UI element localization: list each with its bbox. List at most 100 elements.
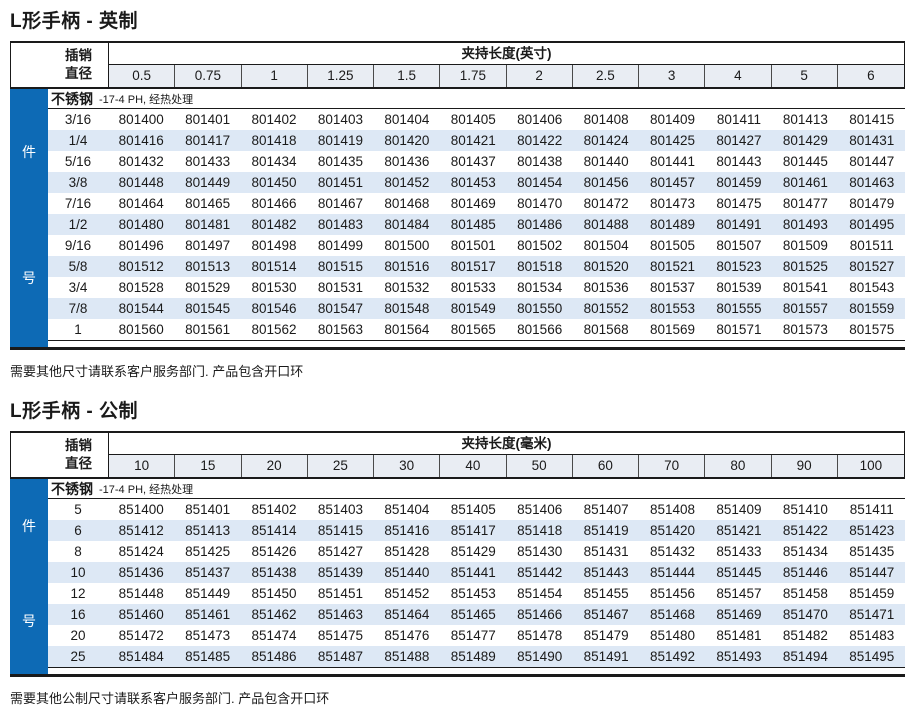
part-number-cell: 851443: [583, 565, 629, 580]
part-number-cell: 851475: [317, 628, 363, 643]
pin-size-label: 6: [74, 523, 82, 538]
page-title-imperial: L形手柄 - 英制: [10, 11, 138, 32]
part-number-cell: 801440: [583, 154, 629, 169]
part-number-cell: 801405: [450, 112, 496, 127]
part-number-cell: 801514: [251, 259, 297, 274]
part-number-cell: 801481: [185, 217, 231, 232]
pin-size-label: 20: [70, 628, 86, 643]
part-number-cell: 801450: [251, 175, 297, 190]
part-number-cell: 801434: [251, 154, 297, 169]
pin-size-label: 1/4: [68, 133, 88, 148]
part-number-cell: 851472: [118, 628, 164, 643]
part-number-cell: 801509: [782, 238, 828, 253]
part-number-cell: 801495: [849, 217, 895, 232]
pin-header-line2: 直径: [65, 456, 92, 471]
part-number-cell: 801415: [849, 112, 895, 127]
part-number-cell: 851409: [716, 502, 762, 517]
part-number-cell: 851455: [583, 586, 629, 601]
part-number-cell: 801404: [384, 112, 430, 127]
pin-size-label: 7/16: [64, 196, 92, 211]
part-number-cell: 851462: [251, 607, 297, 622]
column-header: 0.75: [175, 65, 242, 87]
material-name: 不锈钢: [51, 90, 93, 107]
part-number-cell: 801520: [583, 259, 629, 274]
part-number-cell: 851467: [583, 607, 629, 622]
side-label-bottom: 号: [22, 612, 36, 629]
part-number-cell: 801452: [384, 175, 430, 190]
part-number-cell: 851457: [716, 586, 762, 601]
table-bottom-strip: [10, 668, 905, 677]
part-number-cell: 801489: [650, 217, 696, 232]
table-row: 5/8 801512 801513 801514 801515 801516 801517 8…: [48, 256, 905, 277]
part-number-cell: 801420: [384, 133, 430, 148]
pin-size-label: 3/16: [64, 112, 92, 127]
part-number-cell: 851423: [849, 523, 895, 538]
part-number-cell: 851424: [118, 544, 164, 559]
clamp-length-header: 夹持长度(英寸): [109, 43, 904, 65]
part-number-cell: 851421: [716, 523, 762, 538]
side-bar-end: [10, 341, 48, 347]
part-number-cell: 801575: [849, 322, 895, 337]
table-row: 5/16 801432 801433 801434 801435 801436 801437…: [48, 151, 905, 172]
table-row: 7/16 801464 801465 801466 801467 801468 801469…: [48, 193, 905, 214]
part-number-cell: 801448: [118, 175, 164, 190]
part-number-cell: 801469: [450, 196, 496, 211]
part-number-cell: 851465: [450, 607, 496, 622]
imperial-section: L形手柄 - 英制 插销 直径 夹持长度(英寸) 0.5 0.75 1 1.25 1.5…: [10, 6, 905, 380]
part-number-cell: 851412: [118, 523, 164, 538]
part-number-side-label: 件 号: [10, 479, 48, 668]
pin-size-label: 7/8: [68, 301, 88, 316]
metric-table: 插销 直径 夹持长度(毫米) 10 15 20 25 30 40 50 60 70 80 90 100…: [10, 431, 905, 677]
part-number-cell: 851400: [118, 502, 164, 517]
part-number-cell: 851482: [782, 628, 828, 643]
column-header: 5: [771, 65, 838, 87]
part-number-cell: 851464: [384, 607, 430, 622]
part-number-cell: 801483: [317, 217, 363, 232]
column-header-row: 0.5 0.75 1 1.25 1.5 1.75 2 2.5 3 4 5 6: [109, 65, 904, 87]
part-number-cell: 801550: [517, 301, 563, 316]
part-number-cell: 851491: [583, 649, 629, 664]
part-number-cell: 801559: [849, 301, 895, 316]
part-number-cell: 801536: [583, 280, 629, 295]
column-header: 100: [837, 455, 904, 477]
pin-header-line2: 直径: [65, 66, 92, 81]
part-number-cell: 801443: [716, 154, 762, 169]
part-number-cell: 801529: [185, 280, 231, 295]
part-number-cell: 801422: [517, 133, 563, 148]
column-header-row: 10 15 20 25 30 40 50 60 70 80 90 100: [109, 455, 904, 477]
column-header: 10: [109, 455, 176, 477]
part-number-cell: 801413: [782, 112, 828, 127]
part-number-cell: 801541: [782, 280, 828, 295]
pin-size-label: 10: [70, 565, 86, 580]
part-number-cell: 801457: [650, 175, 696, 190]
part-number-cell: 851437: [185, 565, 231, 580]
part-number-cell: 801528: [118, 280, 164, 295]
part-number-cell: 801447: [849, 154, 895, 169]
part-number-cell: 801435: [317, 154, 363, 169]
part-number-cell: 851460: [118, 607, 164, 622]
column-header: 1.25: [307, 65, 374, 87]
part-number-cell: 801561: [185, 322, 231, 337]
part-number-cell: 851434: [782, 544, 828, 559]
part-number-cell: 851485: [185, 649, 231, 664]
part-number-cell: 801502: [517, 238, 563, 253]
part-number-cell: 851427: [317, 544, 363, 559]
pin-size-label: 5: [74, 502, 82, 517]
clamp-length-header: 夹持长度(毫米): [109, 433, 904, 455]
part-number-cell: 851422: [782, 523, 828, 538]
part-number-cell: 851454: [517, 586, 563, 601]
part-number-cell: 801493: [782, 217, 828, 232]
table-row: 20 851472 851473 851474 851475 851476 851477 85…: [48, 625, 905, 646]
part-number-cell: 851441: [450, 565, 496, 580]
part-number-cell: 851486: [251, 649, 297, 664]
column-header: 3: [639, 65, 706, 87]
part-number-cell: 851436: [118, 565, 164, 580]
part-number-cell: 801537: [650, 280, 696, 295]
part-number-cell: 851439: [317, 565, 363, 580]
part-number-cell: 801497: [185, 238, 231, 253]
material-row: 不锈钢 -17-4 PH, 经热处理: [48, 89, 905, 109]
part-number-cell: 801436: [384, 154, 430, 169]
part-number-cell: 851450: [251, 586, 297, 601]
part-number-cell: 801548: [384, 301, 430, 316]
part-number-cell: 801555: [716, 301, 762, 316]
